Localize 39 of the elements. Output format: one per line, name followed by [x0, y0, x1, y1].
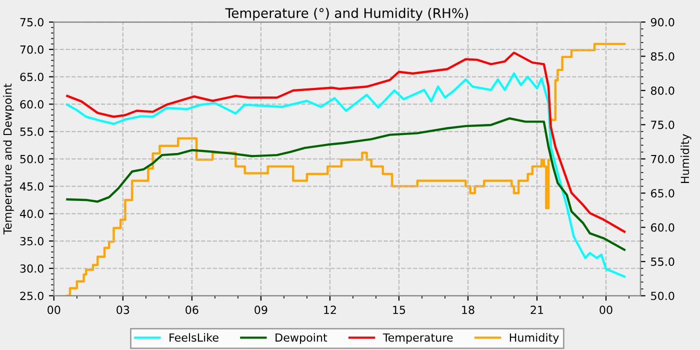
- x-tick-label: 00: [48, 306, 60, 314]
- y-tick-label: 60.0: [20, 100, 44, 109]
- line-series: [66, 117, 626, 251]
- legend-label: Humidity: [510, 333, 559, 344]
- y-tick-label: 45.0: [20, 182, 44, 191]
- y-tick-label: 40.0: [20, 210, 44, 218]
- y-tick-label: 70.0: [20, 45, 44, 54]
- y-tick-label: 75.0: [20, 18, 44, 26]
- x-tick-label: 03: [116, 306, 130, 314]
- y-tick-label: 55.0: [20, 128, 44, 136]
- y2-tick-label: 50.0: [651, 292, 674, 300]
- legend-label: Temperature: [382, 333, 453, 344]
- y2-tick-label: 80.0: [650, 86, 674, 95]
- line-series: [66, 52, 626, 233]
- x-tick-label: 18: [462, 306, 474, 314]
- y2-tick-label: 65.0: [651, 189, 674, 198]
- y2-tick-label: 85.0: [650, 52, 674, 61]
- legend-label: Dewpoint: [276, 333, 328, 344]
- y-tick-label: 35.0: [20, 236, 44, 246]
- y-axis-title: Temperature and Dewpoint: [3, 84, 14, 235]
- y2-tick-label: 70.0: [651, 154, 674, 164]
- y-tick-label: 30.0: [20, 264, 44, 273]
- legend-label: FeelsLike: [170, 333, 218, 342]
- x-tick-label: 09: [254, 306, 268, 314]
- line-series: [66, 72, 626, 278]
- x-tick-label: 00: [600, 306, 612, 314]
- x-tick-label: 21: [530, 306, 544, 314]
- y2-tick-label: 90.0: [650, 18, 674, 26]
- x-tick-label: 06: [186, 306, 198, 314]
- y2-axis-title: Humidity: [680, 134, 692, 183]
- y-tick-label: 50.0: [20, 154, 44, 164]
- y-tick-label: 25.0: [20, 292, 44, 300]
- x-tick-label: 12: [324, 306, 336, 314]
- y2-tick-label: 75.0: [651, 120, 674, 130]
- y2-tick-label: 60.0: [651, 223, 674, 232]
- chart-title: Temperature (°) and Humidity (RH%): [225, 8, 468, 21]
- y-tick-label: 65.0: [20, 72, 44, 82]
- y2-tick-label: 55.0: [651, 258, 674, 266]
- x-tick-label: 15: [393, 306, 406, 314]
